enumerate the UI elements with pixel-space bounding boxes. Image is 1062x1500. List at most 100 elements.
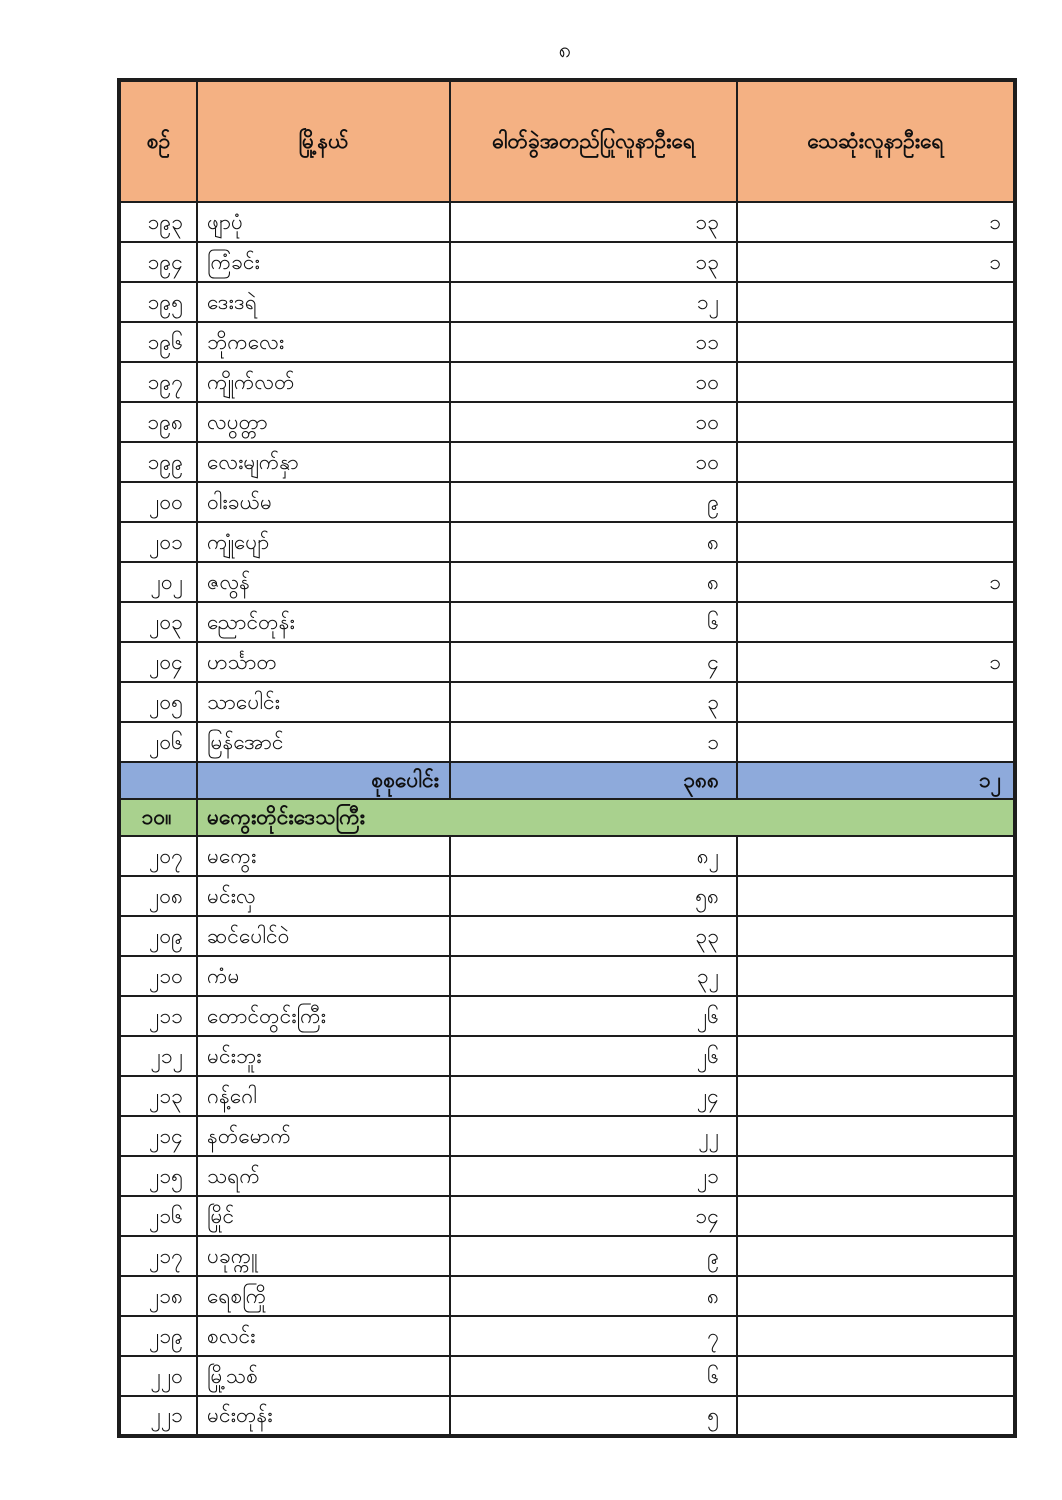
confirmed-count: ၃၃ <box>449 915 738 957</box>
table-row: ၁၉၉ လေးမျက်နှာ ၁၀ <box>118 441 1016 483</box>
region-section-row: ၁၀။ မကွေးတိုင်းဒေသကြီး <box>118 798 1016 837</box>
row-number: ၂၀၆ <box>118 721 198 763</box>
table-row: ၂၀၁ ကျုံပျော်၈ <box>118 521 1016 563</box>
confirmed-count: ၂၆ <box>449 1035 738 1077</box>
row-number: ၂၀၄ <box>118 641 198 683</box>
total-death-count: ၁၂ <box>736 761 1016 800</box>
column-header: သေဆုံးလူနာဦးရေ <box>736 79 1016 203</box>
death-count <box>736 995 1016 1037</box>
table-row: ၁၉၇ ကျိုက်လတ် ၁၀ <box>118 361 1016 403</box>
township-name: ဟင်္သာတ <box>196 641 451 683</box>
confirmed-count: ၁၃ <box>449 241 738 283</box>
township-name: မြို့သစ် <box>196 1355 451 1397</box>
township-name: မကွေး <box>196 835 451 877</box>
confirmed-count: ၉ <box>449 481 738 523</box>
table-row: ၂၁၀ ကံမ ၃၂ <box>118 955 1016 997</box>
row-number: ၁၉၇ <box>118 361 198 403</box>
table-row: ၂၀၄ ဟင်္သာတ၄၁ <box>118 641 1016 683</box>
confirmed-count: ၂၆ <box>449 995 738 1037</box>
region-section-name: မကွေးတိုင်းဒေသကြီး <box>196 798 1016 837</box>
confirmed-count: ၃ <box>449 681 738 723</box>
page-number: ၈ <box>558 38 572 63</box>
column-header: ဓါတ်ခွဲအတည်ပြုလူနာဦးရေ <box>449 79 738 203</box>
table-row: ၁၉၆ ဘိုကလေး ၁၁ <box>118 321 1016 363</box>
township-name: ကံမ <box>196 955 451 997</box>
table-row: ၂၀၈ မင်းလှ ၅၈ <box>118 875 1016 917</box>
table-row: ၂၀၇ မကွေး ၈၂ <box>118 835 1016 877</box>
township-name: မြိုင် <box>196 1195 451 1237</box>
table-row: ၂၀၆ မြန်အောင်၁ <box>118 721 1016 763</box>
confirmed-count: ၆ <box>449 601 738 643</box>
death-count <box>736 1235 1016 1277</box>
death-count <box>736 875 1016 917</box>
township-casualty-table: စဉ် မြို့နယ် ဓါတ်ခွဲအတည်ပြုလူနာဦးရေ သေဆုံးလ… <box>117 78 1017 1438</box>
township-name: လပွတ္တာ <box>196 401 451 443</box>
confirmed-count: ၂၂ <box>449 1115 738 1157</box>
death-count: ၁ <box>736 561 1016 603</box>
total-label: စုစုပေါင်း <box>196 761 451 800</box>
township-name: မြန်အောင် <box>196 721 451 763</box>
township-name: ညောင်တုန်း <box>196 601 451 643</box>
table-row: ၁၉၄ ကြံခင်း ၁၃၁ <box>118 241 1016 283</box>
row-number: ၂၀၈ <box>118 875 198 917</box>
region-section-number: ၁၀။ <box>118 798 198 837</box>
row-number: ၁၉၆ <box>118 321 198 363</box>
death-count <box>736 601 1016 643</box>
confirmed-count: ၃၂ <box>449 955 738 997</box>
death-count <box>736 521 1016 563</box>
death-count <box>736 1355 1016 1397</box>
death-count: ၁ <box>736 201 1016 243</box>
table-row: ၁၉၅ ဒေးဒရဲ ၁၂ <box>118 281 1016 323</box>
row-number: ၁၉၉ <box>118 441 198 483</box>
township-name: တောင်တွင်းကြီး <box>196 995 451 1037</box>
township-name: ဘိုကလေး <box>196 321 451 363</box>
township-name: ဆင်ပေါင်ဝဲ <box>196 915 451 957</box>
death-count: ၁ <box>736 241 1016 283</box>
confirmed-count: ၁၁ <box>449 321 738 363</box>
death-count <box>736 441 1016 483</box>
confirmed-count: ၁ <box>449 721 738 763</box>
death-count <box>736 1155 1016 1197</box>
death-count <box>736 321 1016 363</box>
total-row: စုစုပေါင်း ၃၈၈ ၁၂ <box>118 761 1016 800</box>
table-row: ၂၂၁ မင်းတုန်း၅ <box>118 1395 1016 1437</box>
row-number: ၂၀၃ <box>118 601 198 643</box>
table-row: ၂၁၂ မင်းဘူး ၂၆ <box>118 1035 1016 1077</box>
township-name: သာပေါင်း <box>196 681 451 723</box>
township-name: ဝါးခယ်မ <box>196 481 451 523</box>
row-number: ၁၉၅ <box>118 281 198 323</box>
death-count <box>736 915 1016 957</box>
table-row: ၂၁၅ သရက် ၂၁ <box>118 1155 1016 1197</box>
death-count <box>736 1315 1016 1357</box>
township-name: မင်းလှ <box>196 875 451 917</box>
row-number: ၂၁၄ <box>118 1115 198 1157</box>
death-count <box>736 1275 1016 1317</box>
table-row: ၁၉၈ လပွတ္တာ ၁၀ <box>118 401 1016 443</box>
row-number: ၁၉၃ <box>118 201 198 243</box>
death-count <box>736 481 1016 523</box>
township-name: မင်းတုန်း <box>196 1395 451 1437</box>
township-name: ကြံခင်း <box>196 241 451 283</box>
row-number: ၂၁၃ <box>118 1075 198 1117</box>
confirmed-count: ၄ <box>449 641 738 683</box>
row-number: ၂၀၉ <box>118 915 198 957</box>
death-count <box>736 361 1016 403</box>
confirmed-count: ၁၀ <box>449 401 738 443</box>
row-number: ၂၁၆ <box>118 1195 198 1237</box>
row-number: ၂၀၅ <box>118 681 198 723</box>
township-name: စလင်း <box>196 1315 451 1357</box>
row-number: ၂၁၂ <box>118 1035 198 1077</box>
death-count <box>736 1395 1016 1437</box>
row-number: ၂၁၁ <box>118 995 198 1037</box>
township-name: ကျိုက်လတ် <box>196 361 451 403</box>
table-row: ၂၁၁ တောင်တွင်းကြီး ၂၆ <box>118 995 1016 1037</box>
township-name: ပခုက္ကူ <box>196 1235 451 1277</box>
table-row: ၂၁၆ မြိုင် ၁၄ <box>118 1195 1016 1237</box>
confirmed-count: ၉ <box>449 1235 738 1277</box>
death-count <box>736 835 1016 877</box>
table-row: ၁၉၃ ဖျာပုံ ၁၃၁ <box>118 201 1016 243</box>
row-number: ၂၂၀ <box>118 1355 198 1397</box>
township-name: မင်းဘူး <box>196 1035 451 1077</box>
confirmed-count: ၈၂ <box>449 835 738 877</box>
row-number: ၂၀၂ <box>118 561 198 603</box>
